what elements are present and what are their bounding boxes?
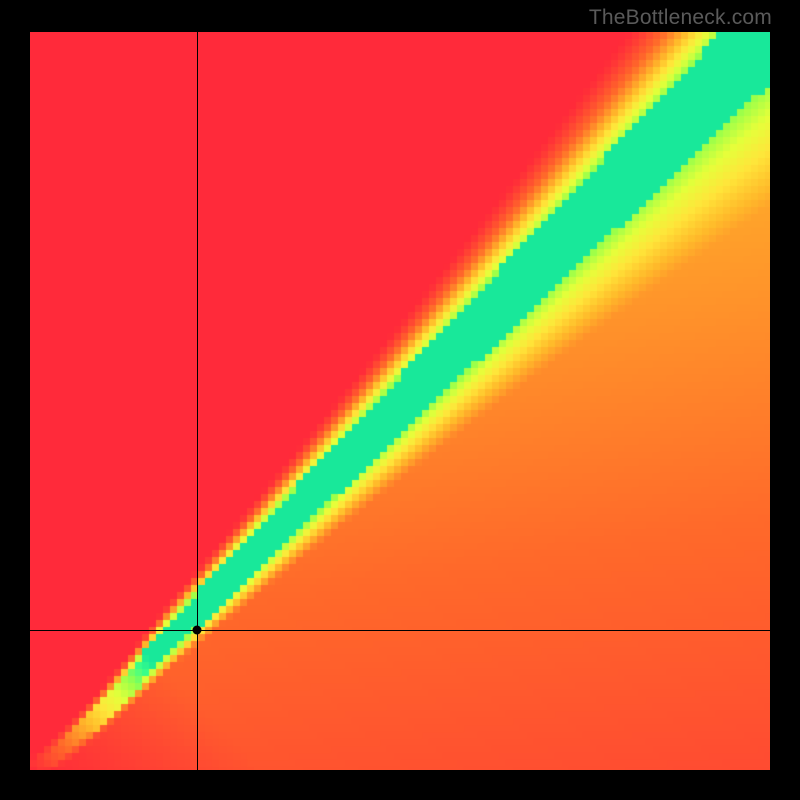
- marker-dot: [192, 625, 201, 634]
- heatmap-canvas: [30, 32, 770, 770]
- watermark-text: TheBottleneck.com: [589, 6, 772, 30]
- crosshair-horizontal: [30, 630, 770, 631]
- plot-area: [30, 32, 770, 770]
- crosshair-vertical: [197, 32, 198, 770]
